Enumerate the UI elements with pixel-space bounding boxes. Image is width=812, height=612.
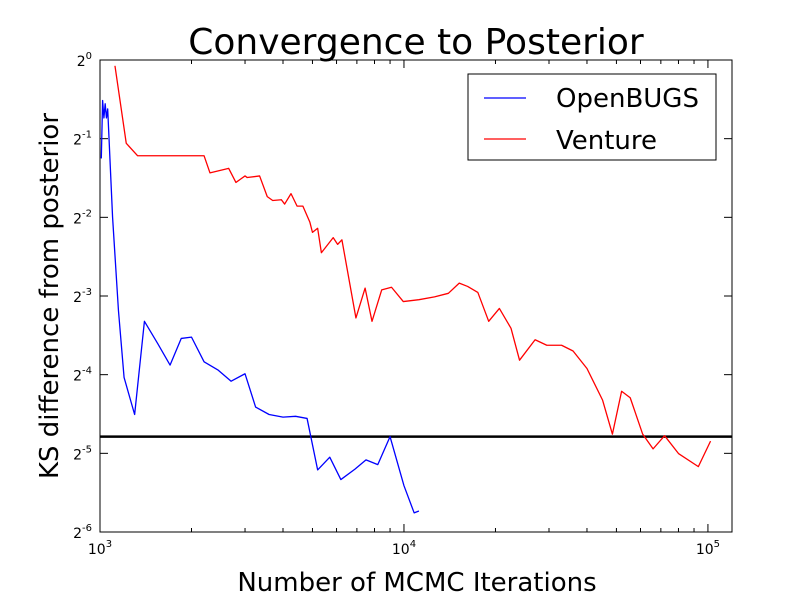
y-tick-label-4: 2-4 — [73, 366, 92, 385]
plot-frame — [99, 59, 733, 533]
chart-title: Convergence to Posterior — [188, 22, 644, 63]
y-axis-label: KS difference from posterior — [35, 113, 65, 479]
y-tick-label-1: 2-1 — [73, 130, 92, 149]
series-group — [100, 65, 712, 514]
y-tick-label-5: 2-5 — [73, 444, 92, 463]
x-axis-label: Number of MCMC Iterations — [237, 568, 596, 598]
y-tick-label-2: 2-2 — [73, 208, 92, 227]
y-tick-label-6: 2-6 — [73, 523, 92, 542]
x-tick-label-1: 104 — [392, 539, 416, 558]
tick-group: 103 104 105 20 2-1 2-2 2-3 2-4 2-5 2-6 — [73, 51, 732, 558]
x-tick-label-2: 105 — [696, 539, 720, 558]
legend-box — [467, 73, 717, 161]
x-tick-label-0: 103 — [88, 539, 112, 558]
legend: OpenBUGS Venture — [467, 73, 717, 161]
legend-label-openbugs: OpenBUGS — [556, 84, 699, 114]
y-tick-label-0: 20 — [77, 51, 92, 70]
series-line-openbugs — [100, 99, 420, 514]
series-line-venture — [114, 65, 712, 468]
legend-label-venture: Venture — [556, 126, 657, 156]
y-tick-label-3: 2-3 — [73, 287, 92, 306]
